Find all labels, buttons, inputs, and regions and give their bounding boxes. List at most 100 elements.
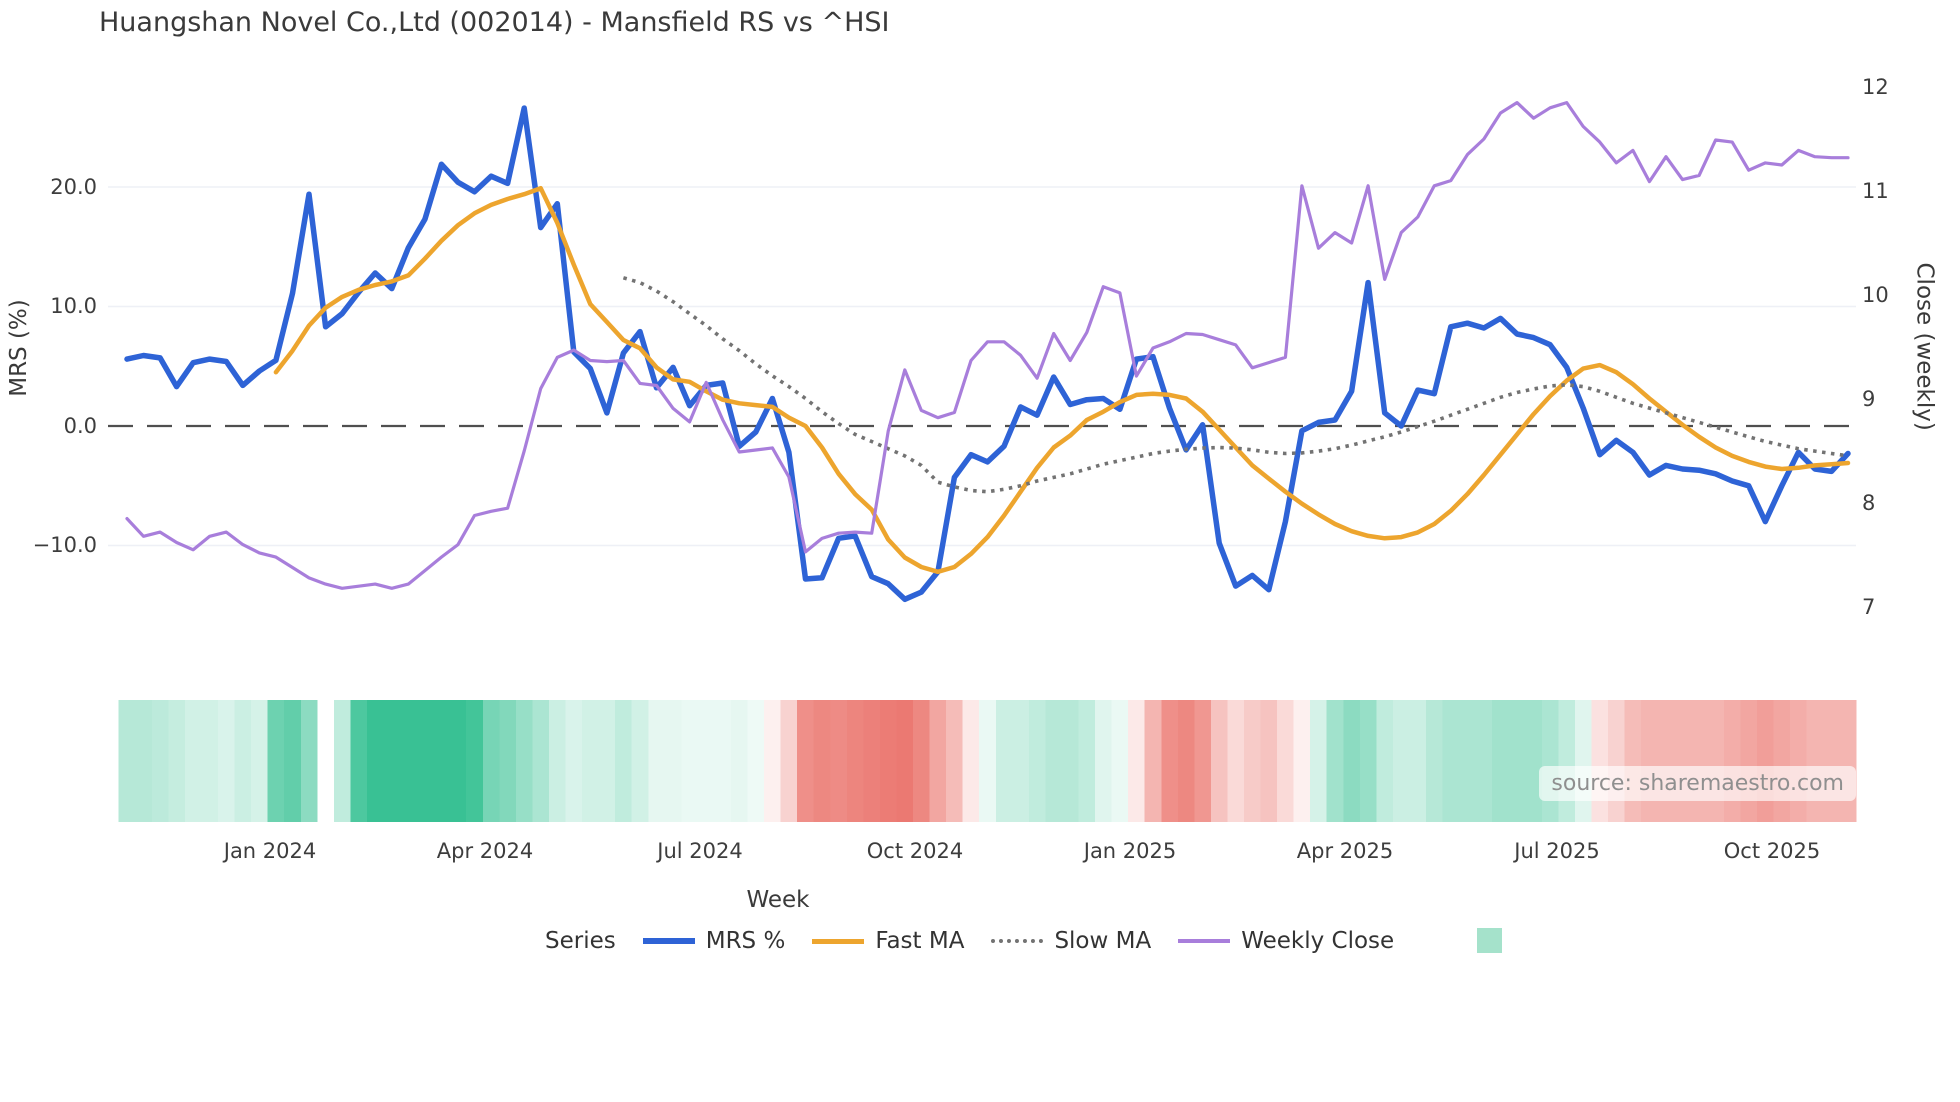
- heatmap-cell: [1310, 700, 1328, 822]
- x-axis-tick: Jan 2024: [223, 839, 317, 863]
- heatmap-cell: [1657, 700, 1675, 822]
- heatmap-cell: [1161, 700, 1179, 822]
- heatmap-cell: [532, 700, 550, 822]
- y-axis-tick-right: 11: [1862, 179, 1889, 203]
- weekly-close-line-swatch-icon: [1178, 939, 1231, 943]
- heatmap-swatch-icon: [1477, 928, 1502, 953]
- y-axis-tick-right: 12: [1862, 75, 1889, 99]
- heatmap-cell: [1591, 700, 1609, 822]
- heatmap-cell: [151, 700, 169, 822]
- heatmap-cell: [830, 700, 848, 822]
- mrs-line-swatch-icon: [642, 938, 695, 944]
- legend-item-mrs: MRS %: [642, 928, 785, 954]
- heatmap-cell: [234, 700, 252, 822]
- source-credit: source: sharemaestro.com: [1539, 766, 1856, 801]
- heatmap-cell: [962, 700, 980, 822]
- heatmap-cell: [929, 700, 947, 822]
- heatmap-cell: [565, 700, 583, 822]
- heatmap-cell: [1062, 700, 1079, 822]
- heatmap-cell: [1459, 700, 1476, 822]
- y-axis-tick-left: 10.0: [50, 294, 97, 318]
- heatmap-cell: [1624, 700, 1642, 822]
- heatmap-cell: [383, 700, 401, 822]
- heatmap-cell: [1426, 700, 1443, 822]
- heatmap-cell: [135, 700, 153, 822]
- series-mrs--line: [124, 105, 1851, 603]
- heatmap-cell: [300, 700, 318, 822]
- heatmap-cell: [1806, 700, 1824, 822]
- heatmap-cell: [747, 700, 765, 822]
- heatmap-cell: [1326, 700, 1344, 822]
- x-axis-tick: Oct 2024: [866, 839, 964, 863]
- fast-ma-line-swatch-icon: [812, 938, 865, 944]
- heatmap-cell: [1723, 700, 1741, 822]
- heatmap-cell: [797, 700, 815, 822]
- heatmap-cell: [731, 700, 748, 822]
- heatmap-cell: [1111, 700, 1129, 822]
- heatmap-cell: [1525, 700, 1543, 822]
- heatmap-cell: [1177, 700, 1195, 822]
- series-fast-ma-line: [273, 185, 1851, 575]
- legend-item-weekly-close: Weekly Close: [1178, 928, 1394, 954]
- heatmap-cell: [979, 700, 997, 822]
- heatmap-cell: [1608, 700, 1625, 822]
- heatmap-cell: [1475, 700, 1493, 822]
- y-axis-tick-left: −10.0: [32, 533, 97, 557]
- heatmap-cell: [1442, 700, 1460, 822]
- page-title: Huangshan Novel Co.,Ltd (002014) - Mansf…: [99, 7, 890, 38]
- heatmap-cell: [1376, 700, 1394, 822]
- heatmap-cell: [549, 700, 566, 822]
- heatmap-cell: [1260, 700, 1278, 822]
- heatmap-cell: [1508, 700, 1526, 822]
- legend: Series MRS % Fast MA Slow MA Weekly Clos…: [545, 927, 1394, 955]
- heatmap-cell: [1359, 700, 1377, 822]
- heatmap-cell: [1194, 700, 1212, 822]
- heatmap-cell: [1757, 700, 1774, 822]
- legend-item-label: Fast MA: [875, 928, 965, 954]
- heatmap-cell: [664, 700, 682, 822]
- slow-ma-line-swatch-icon: [991, 939, 1044, 943]
- heatmap-cell: [416, 700, 434, 822]
- heatmap-cell: [1244, 700, 1261, 822]
- legend-item-slow-ma: Slow MA: [991, 928, 1151, 954]
- heatmap-cell: [400, 700, 417, 822]
- heatmap-cell: [1078, 700, 1096, 822]
- heatmap-cell: [995, 700, 1013, 822]
- x-axis-tick: Apr 2025: [1296, 839, 1394, 863]
- legend-item-fast-ma: Fast MA: [812, 928, 964, 954]
- heatmap-cell: [714, 700, 732, 822]
- heatmap-cell: [515, 700, 533, 822]
- heatmap-cell: [681, 700, 699, 822]
- heatmap-cell: [449, 700, 467, 822]
- heatmap-cell: [1674, 700, 1692, 822]
- heatmap-cell: [267, 700, 285, 822]
- heatmap-cell: [284, 700, 302, 822]
- heatmap-cell: [896, 700, 914, 822]
- heatmap-cell: [1641, 700, 1658, 822]
- heatmap-cell: [1028, 700, 1046, 822]
- y-axis-tick-right: 8: [1862, 491, 1876, 515]
- series-weekly-close-line: [125, 101, 1850, 590]
- heatmap-cell: [780, 700, 798, 822]
- heatmap-cell: [1409, 700, 1427, 822]
- x-axis-tick: Jul 2025: [1514, 839, 1600, 863]
- heatmap-cell: [1740, 700, 1758, 822]
- heatmap-cell: [1558, 700, 1576, 822]
- heatmap-cell: [1095, 700, 1112, 822]
- heatmap-cell: [1227, 700, 1245, 822]
- legend-item-label: Slow MA: [1054, 928, 1152, 954]
- x-axis-tick: Apr 2024: [436, 839, 534, 863]
- heatmap-cell: [598, 700, 616, 822]
- heatmap-cell: [1707, 700, 1725, 822]
- heatmap-cell: [251, 700, 268, 822]
- heatmap-cell: [1045, 700, 1063, 822]
- heatmap-cell: [482, 700, 500, 822]
- y-axis-tick-right: 9: [1862, 387, 1876, 411]
- heatmap-cell: [499, 700, 517, 822]
- heatmap-cell: [764, 700, 781, 822]
- heatmap-cell: [615, 700, 633, 822]
- heatmap-cell: [218, 700, 235, 822]
- heatmap-cell: [813, 700, 831, 822]
- y-axis-tick-left: 0.0: [63, 414, 97, 438]
- heatmap-cell: [1392, 700, 1410, 822]
